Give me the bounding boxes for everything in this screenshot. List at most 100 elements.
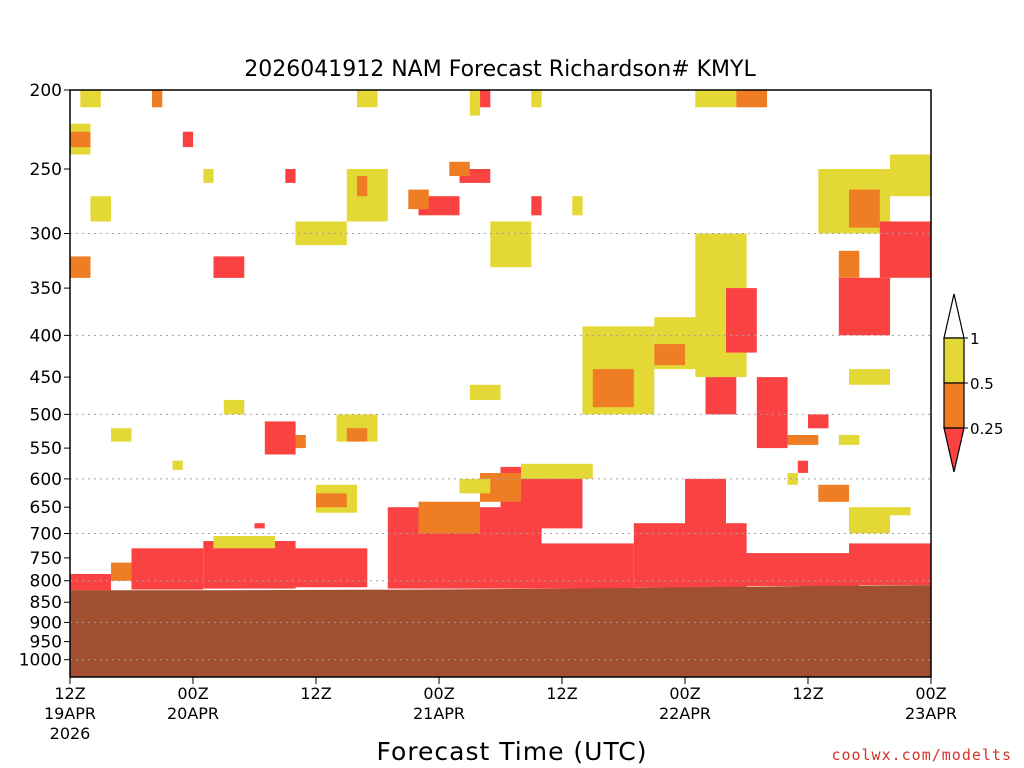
credit-label: coolwx.com/modelts xyxy=(831,746,1012,764)
x-tick-label-0: 12Z xyxy=(54,684,85,703)
ri-region-67 xyxy=(695,90,737,108)
ri-region-12 xyxy=(541,543,634,589)
ri-region-21 xyxy=(223,399,245,415)
ri-region-69 xyxy=(469,384,501,400)
ri-region-7 xyxy=(418,501,480,534)
ri-region-76 xyxy=(787,473,798,485)
x-tick-label-4: 12Z xyxy=(546,684,577,703)
y-tick-label-950: 950 xyxy=(30,633,62,653)
y-tick-label-450: 450 xyxy=(30,368,62,388)
ri-region-66 xyxy=(572,196,583,216)
y-tick-label-600: 600 xyxy=(30,470,62,490)
x-tick-date-3: 21APR xyxy=(413,704,465,723)
ri-region-45 xyxy=(80,90,101,108)
y-tick-label-250: 250 xyxy=(30,160,62,180)
ri-region-20 xyxy=(295,435,306,449)
ri-region-5 xyxy=(295,548,368,588)
ri-region-23 xyxy=(346,428,368,442)
ri-region-75 xyxy=(797,460,809,473)
ri-region-68 xyxy=(736,90,768,108)
y-tick-label-500: 500 xyxy=(30,405,62,425)
ri-region-43 xyxy=(70,131,91,148)
ri-region-52 xyxy=(295,221,347,246)
ri-region-41 xyxy=(849,369,890,385)
ri-region-72 xyxy=(254,523,265,529)
ri-region-37 xyxy=(838,277,891,336)
y-tick-label-850: 850 xyxy=(30,593,62,613)
ri-region-47 xyxy=(152,90,163,108)
ri-region-4 xyxy=(213,536,275,549)
ri-region-39 xyxy=(879,221,931,278)
ri-region-14 xyxy=(685,478,726,534)
ri-region-2 xyxy=(131,548,204,590)
ri-region-30 xyxy=(705,377,737,415)
ri-region-27 xyxy=(592,369,634,408)
y-tick-label-200: 200 xyxy=(30,81,62,101)
legend-bottom-arrow xyxy=(943,427,965,473)
y-tick-label-650: 650 xyxy=(30,498,62,518)
x-tick-date-7: 23APR xyxy=(905,704,957,723)
y-tick-label-550: 550 xyxy=(30,439,62,459)
colorbar-legend: 1 0.5 0.25 xyxy=(943,293,1003,473)
ri-region-51 xyxy=(285,169,296,183)
ri-region-18 xyxy=(849,507,890,534)
ri-region-11 xyxy=(521,463,593,479)
ri-region-33 xyxy=(756,377,788,449)
ri-region-49 xyxy=(203,169,214,183)
ri-region-71 xyxy=(172,460,183,470)
y-tick-label-300: 300 xyxy=(30,225,62,245)
ri-region-48 xyxy=(182,131,194,148)
x-tick-date-0: 19APR xyxy=(44,704,96,723)
ri-region-40 xyxy=(890,154,931,197)
ri-region-25 xyxy=(316,493,347,508)
ri-region-19 xyxy=(264,421,296,455)
ri-region-65 xyxy=(531,196,542,216)
y-tick-label-900: 900 xyxy=(30,613,62,633)
legend-band-yellow xyxy=(943,337,965,384)
plot-frame xyxy=(69,89,932,678)
ri-region-55 xyxy=(357,90,378,108)
ri-region-32 xyxy=(726,288,757,353)
terrain-area xyxy=(70,585,931,677)
legend-label-1: 1 xyxy=(970,330,980,348)
ri-region-17 xyxy=(818,484,850,502)
legend-band-orange xyxy=(943,382,965,429)
ri-region-50 xyxy=(213,256,245,278)
legend-top-arrow xyxy=(943,293,965,339)
ri-region-1 xyxy=(111,562,132,581)
x-axis-title: Forecast Time (UTC) xyxy=(377,737,648,766)
ri-region-46 xyxy=(90,196,111,222)
chart-title: 2026041912 NAM Forecast Richardson# KMYL xyxy=(244,57,756,82)
x-tick-year-0: 2026 xyxy=(50,724,91,743)
x-tick-label-5: 00Z xyxy=(669,684,700,703)
ri-region-34 xyxy=(808,414,829,429)
ri-region-77 xyxy=(890,507,911,516)
y-axis: 200 250 300 350 400 450 500 550 600 650 700 750 8008… xyxy=(19,81,70,671)
ri-region-61 xyxy=(469,90,481,116)
ri-region-38 xyxy=(838,250,860,278)
y-tick-label-400: 400 xyxy=(30,326,62,346)
ri-region-59 xyxy=(449,161,470,176)
legend-label-0-25: 0.25 xyxy=(970,420,1003,438)
ri-region-0 xyxy=(70,574,111,591)
x-tick-date-5: 22APR xyxy=(659,704,711,723)
x-tick-label-2: 12Z xyxy=(300,684,331,703)
y-tick-label-800: 800 xyxy=(30,572,62,592)
x-tick-date-1: 20APR xyxy=(167,704,219,723)
y-tick-label-700: 700 xyxy=(30,525,62,545)
ri-region-64 xyxy=(531,90,542,108)
ri-region-60 xyxy=(480,90,491,108)
ri-region-44 xyxy=(70,256,91,278)
ri-region-10 xyxy=(459,478,491,494)
ri-region-63 xyxy=(490,221,532,268)
ri-region-54 xyxy=(357,176,368,197)
y-tick-label-1000: 1000 xyxy=(19,651,62,671)
ri-region-36 xyxy=(849,189,880,228)
x-tick-label-6: 12Z xyxy=(792,684,823,703)
terrain-layer xyxy=(70,585,931,677)
ri-region-70 xyxy=(111,428,132,442)
richardson-fields xyxy=(70,90,931,591)
y-tick-label-350: 350 xyxy=(30,279,62,299)
